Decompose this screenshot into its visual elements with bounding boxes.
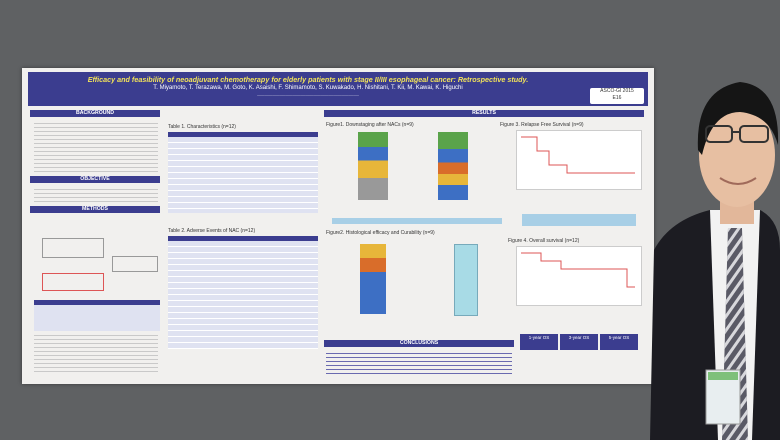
table-caption: Table 1. Characteristics (n=12) [168, 124, 236, 130]
badge: ASCO-GI 2015 E16 [590, 88, 644, 104]
os-header: 5-year OS [600, 334, 638, 350]
table [168, 132, 318, 213]
figure-caption: Figure 4. Overall survival (n=12) [508, 238, 580, 244]
section-heading: BACKGROUND [30, 110, 160, 117]
poster-title: Efficacy and feasibility of neoadjuvant … [87, 75, 529, 84]
glasses [705, 125, 733, 143]
hair [697, 82, 779, 155]
badge-line: ASCO-GI 2015 [600, 88, 634, 94]
table-caption: Table 2. Adverse Events of NAC (n=12) [168, 228, 256, 234]
figure-caption: Figure 3. Relapse Free Survival (n=9) [500, 122, 584, 128]
figure-caption: Figure1. Downstaging after NACs (n=9) [326, 122, 414, 128]
flow-box [112, 256, 158, 272]
survival-plot [516, 130, 642, 190]
flow-box [42, 273, 104, 291]
section-heading: CONCLUSIONS [324, 340, 514, 347]
highlight-note [522, 214, 636, 226]
text-block [326, 350, 512, 376]
badge-stripe [708, 372, 738, 380]
poster-authors: T. Miyamoto, T. Terazawa, M. Goto, K. As… [153, 85, 463, 91]
os-table: 1-year OS 3-year OS 5-year OS [520, 334, 638, 350]
face [699, 103, 775, 207]
badge-line: E16 [612, 95, 622, 101]
figure-caption: Figure2. Histological efficacy and Curab… [326, 230, 435, 236]
section-heading: OBJECTIVE [30, 176, 160, 183]
section-heading: RESULTS [324, 110, 644, 117]
text-block [34, 186, 158, 204]
stacked-column [358, 132, 388, 200]
os-header: 3-year OS [560, 334, 598, 350]
text-block [34, 332, 158, 374]
os-header: 1-year OS [520, 334, 558, 350]
person [650, 82, 780, 440]
survival-plot [516, 246, 642, 306]
table [168, 236, 318, 349]
smile [719, 177, 757, 185]
stacked-column [438, 132, 468, 200]
highlight-note [332, 218, 502, 224]
km-curve [521, 136, 635, 174]
flow-box [42, 238, 104, 258]
poster-banner: Efficacy and feasibility of neoadjuvant … [28, 72, 648, 106]
km-curve [521, 252, 635, 288]
affiliation-line: ──────────────────────────────────────── [257, 94, 359, 98]
stacked-column [360, 244, 386, 314]
section-heading: METHODS [30, 206, 160, 213]
glasses [739, 125, 769, 143]
column [454, 244, 478, 316]
regimen-table [34, 300, 160, 331]
text-block [34, 120, 158, 174]
poster: Efficacy and feasibility of neoadjuvant … [22, 68, 654, 384]
